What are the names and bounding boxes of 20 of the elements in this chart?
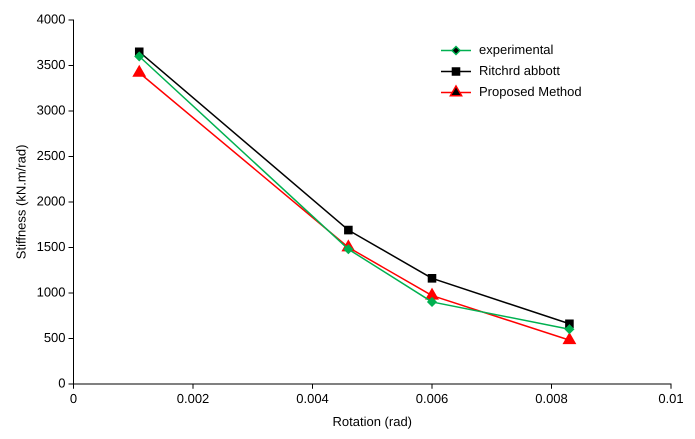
- x-tick-label: 0.002: [176, 391, 210, 406]
- y-tick-label: 3500: [36, 57, 66, 72]
- legend-label: experimental: [479, 42, 554, 58]
- y-tick-label: 3000: [36, 102, 66, 118]
- x-tick-label: 0.006: [416, 391, 448, 406]
- x-tick-label: 0.01: [658, 391, 684, 406]
- y-tick-label: 2000: [36, 193, 66, 208]
- y-tick-label: 4000: [36, 12, 66, 27]
- y-tick-label: 1000: [36, 284, 66, 300]
- y-tick-label: 1500: [36, 238, 66, 254]
- y-tick-label: 500: [44, 330, 66, 345]
- y-axis-title: Stiffness (kN.m/rad): [13, 144, 28, 260]
- y-tick-label: 2500: [36, 148, 66, 164]
- x-tick-label: 0: [70, 391, 78, 406]
- legend-label: Ritchrd abbott: [479, 63, 560, 78]
- x-tick-label: 0.004: [296, 391, 329, 406]
- y-tick-label: 0: [58, 375, 66, 390]
- x-tick-label: 0.008: [535, 391, 568, 406]
- legend-label: Proposed Method: [479, 84, 582, 100]
- x-axis-title: Rotation (rad): [332, 414, 412, 429]
